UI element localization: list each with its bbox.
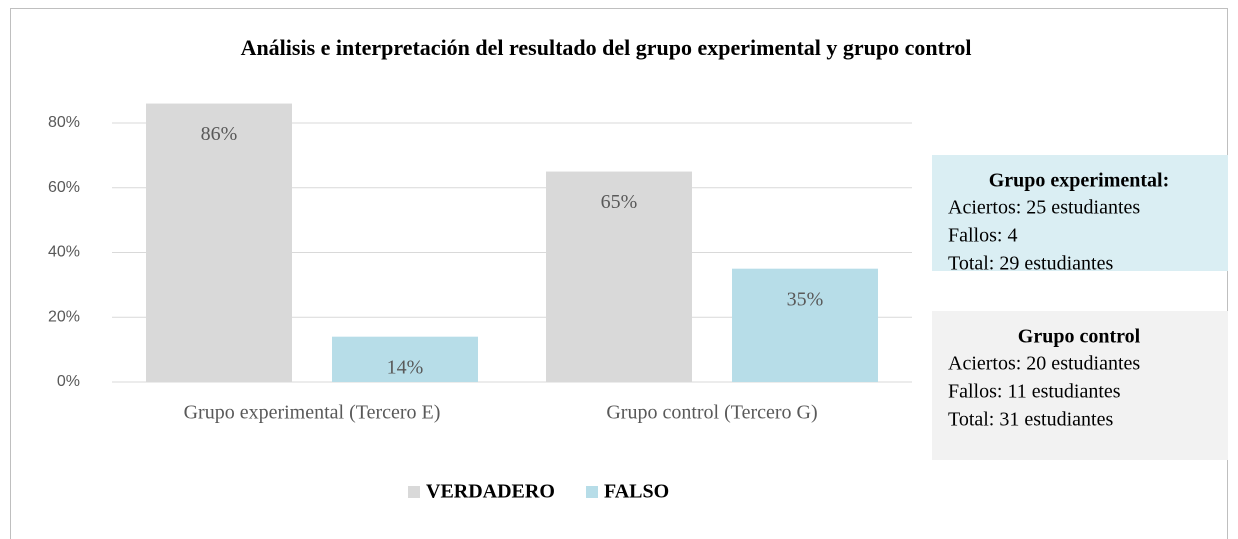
value-label: 35% bbox=[787, 288, 824, 310]
annotation-line: Total: 29 estudiantes bbox=[948, 253, 1113, 275]
bar bbox=[146, 103, 292, 382]
value-label: 14% bbox=[387, 356, 424, 378]
legend-swatch bbox=[408, 486, 420, 498]
bar bbox=[546, 171, 692, 382]
bar bbox=[732, 268, 878, 382]
value-label: 65% bbox=[601, 191, 638, 213]
y-tick-label: 60% bbox=[48, 179, 80, 196]
annotation-title: Grupo experimental: bbox=[989, 170, 1170, 192]
y-tick-label: 0% bbox=[57, 373, 80, 390]
y-tick-label: 40% bbox=[48, 244, 80, 261]
x-tick-label: Grupo experimental (Tercero E) bbox=[184, 402, 441, 424]
bar bbox=[332, 336, 478, 382]
legend-label: FALSO bbox=[604, 481, 669, 503]
annotation-title: Grupo control bbox=[1018, 326, 1141, 348]
annotation-line: Fallos: 11 estudiantes bbox=[948, 381, 1121, 403]
chart-title: Análisis e interpretación del resultado … bbox=[240, 35, 972, 60]
annotation-line: Aciertos: 25 estudiantes bbox=[948, 197, 1140, 219]
value-label: 86% bbox=[201, 123, 238, 145]
x-tick-label: Grupo control (Tercero G) bbox=[606, 402, 817, 424]
annotation-box bbox=[932, 155, 1228, 271]
y-tick-label: 20% bbox=[48, 308, 80, 325]
y-tick-label: 80% bbox=[48, 114, 80, 131]
annotation-line: Total: 31 estudiantes bbox=[948, 409, 1113, 431]
legend-label: VERDADERO bbox=[426, 481, 555, 503]
annotation-line: Fallos: 4 bbox=[948, 225, 1017, 247]
legend-swatch bbox=[586, 486, 598, 498]
annotation-line: Aciertos: 20 estudiantes bbox=[948, 353, 1140, 375]
annotation-box bbox=[932, 311, 1228, 460]
chart-border bbox=[10, 8, 1228, 539]
